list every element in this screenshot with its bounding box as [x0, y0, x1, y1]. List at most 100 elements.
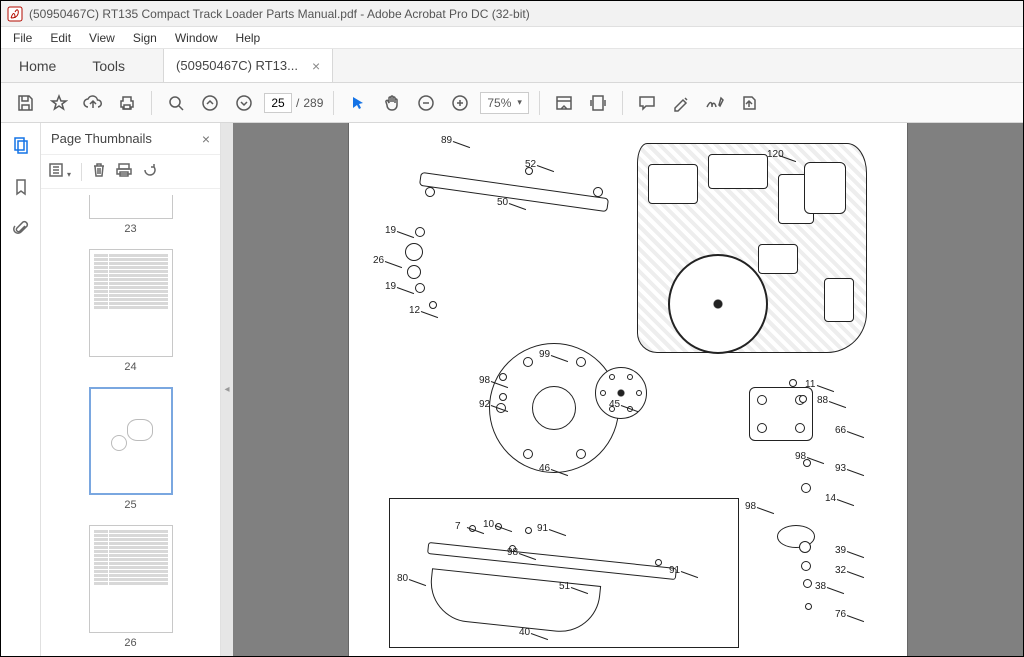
hardware-part: [405, 243, 423, 261]
leader-line: [757, 507, 774, 514]
attachment-rail-icon[interactable]: [9, 217, 33, 241]
panel-collapse-handle[interactable]: ◂: [221, 123, 233, 656]
fit-width-icon[interactable]: [550, 89, 578, 117]
separator: [81, 163, 82, 181]
menu-view[interactable]: View: [81, 29, 123, 47]
close-panel-icon[interactable]: ×: [202, 131, 210, 147]
highlight-icon[interactable]: [667, 89, 695, 117]
hardware-part: [415, 227, 425, 237]
page-up-icon[interactable]: [196, 89, 224, 117]
hardware-part: [415, 283, 425, 293]
trash-icon[interactable]: [92, 162, 106, 181]
callout-number: 120: [767, 149, 784, 160]
zoom-out-icon[interactable]: [412, 89, 440, 117]
thumbnail-number: 24: [124, 361, 136, 373]
callout-number: 19: [385, 225, 396, 236]
select-tool-icon[interactable]: [344, 89, 372, 117]
bar-hole: [592, 186, 603, 197]
thumbnails-panel: Page Thumbnails × ▾ 23 24 25 26: [41, 123, 221, 656]
tab-document-label: (50950467C) RT13...: [176, 58, 298, 73]
hardware-part: [499, 393, 507, 401]
comment-icon[interactable]: [633, 89, 661, 117]
callout-number: 80: [397, 573, 408, 584]
thumbnails-rail-icon[interactable]: [9, 133, 33, 157]
menu-edit[interactable]: Edit: [42, 29, 79, 47]
zoom-value: 75%: [487, 96, 511, 110]
callout-number: 32: [835, 565, 846, 576]
thumbnail-page[interactable]: 24: [89, 249, 173, 373]
callout-number: 98: [745, 501, 756, 512]
toolbar: / 289 75% ▾: [1, 83, 1023, 123]
page-total: 289: [303, 96, 323, 110]
plate-center-hole: [532, 386, 576, 430]
thumb-options-icon[interactable]: ▾: [49, 163, 71, 180]
menu-file[interactable]: File: [5, 29, 40, 47]
share-icon[interactable]: [735, 89, 763, 117]
menubar: File Edit View Sign Window Help: [1, 27, 1023, 49]
cloud-upload-icon[interactable]: [79, 89, 107, 117]
leader-line: [817, 385, 834, 392]
callout-number: 14: [825, 493, 836, 504]
callout-number: 46: [539, 463, 550, 474]
callout-number: 91: [669, 565, 680, 576]
callout-number: 88: [817, 395, 828, 406]
menu-sign[interactable]: Sign: [125, 29, 165, 47]
print-icon[interactable]: [113, 89, 141, 117]
hardware-part: [799, 395, 807, 403]
bracket-hole: [757, 395, 767, 405]
page-down-icon[interactable]: [230, 89, 258, 117]
hardware-part: [407, 265, 421, 279]
bolt-hole: [523, 449, 533, 459]
tab-tools[interactable]: Tools: [74, 49, 143, 82]
zoom-dropdown[interactable]: 75% ▾: [480, 92, 529, 114]
thumbnail-number: 26: [124, 637, 136, 649]
thumbnail-page[interactable]: 26: [89, 525, 173, 649]
page-current-input[interactable]: [264, 93, 292, 113]
page-separator: /: [296, 96, 299, 110]
hardware-part: [805, 603, 812, 610]
bolt-hole: [576, 357, 586, 367]
tab-home[interactable]: Home: [1, 49, 74, 82]
toolbar-separator: [333, 91, 334, 115]
menu-help[interactable]: Help: [228, 29, 269, 47]
star-icon[interactable]: [45, 89, 73, 117]
sign-icon[interactable]: [701, 89, 729, 117]
hand-tool-icon[interactable]: [378, 89, 406, 117]
document-page: 8952120501926191299989245461188669893149…: [348, 123, 908, 656]
hardware-part: [801, 483, 811, 493]
callout-number: 12: [409, 305, 420, 316]
engine-illustration: [637, 143, 867, 353]
callout-number: 93: [835, 463, 846, 474]
coupler-hole: [636, 390, 642, 396]
thumbnails-list[interactable]: 23 24 25 26: [41, 189, 220, 656]
callout-number: 66: [835, 425, 846, 436]
leader-line: [385, 261, 402, 268]
bracket-hole: [795, 423, 805, 433]
save-icon[interactable]: [11, 89, 39, 117]
search-icon[interactable]: [162, 89, 190, 117]
rotate-icon[interactable]: [142, 162, 158, 181]
document-area[interactable]: 8952120501926191299989245461188669893149…: [233, 123, 1023, 656]
hardware-part: [801, 561, 811, 571]
main-area: Page Thumbnails × ▾ 23 24 25 26 ◂: [1, 123, 1023, 656]
callout-number: 51: [559, 581, 570, 592]
fit-page-icon[interactable]: [584, 89, 612, 117]
thumbnail-number: 23: [124, 223, 136, 235]
callout-number: 89: [441, 135, 452, 146]
thumbnails-title: Page Thumbnails: [51, 131, 152, 146]
bolt-hole: [523, 357, 533, 367]
chevron-down-icon: ▾: [517, 97, 522, 108]
bookmark-rail-icon[interactable]: [9, 175, 33, 199]
thumbnail-page[interactable]: 25: [89, 387, 173, 511]
thumbnail-page[interactable]: 23: [89, 195, 173, 235]
close-tab-icon[interactable]: ×: [312, 58, 320, 74]
hardware-part: [789, 379, 797, 387]
print-pages-icon[interactable]: [116, 163, 132, 180]
callout-number: 50: [497, 197, 508, 208]
zoom-in-icon[interactable]: [446, 89, 474, 117]
hardware-part: [429, 301, 437, 309]
menu-window[interactable]: Window: [167, 29, 226, 47]
leader-line: [509, 203, 526, 210]
callout-number: 98: [479, 375, 490, 386]
tab-document[interactable]: (50950467C) RT13... ×: [163, 49, 333, 82]
